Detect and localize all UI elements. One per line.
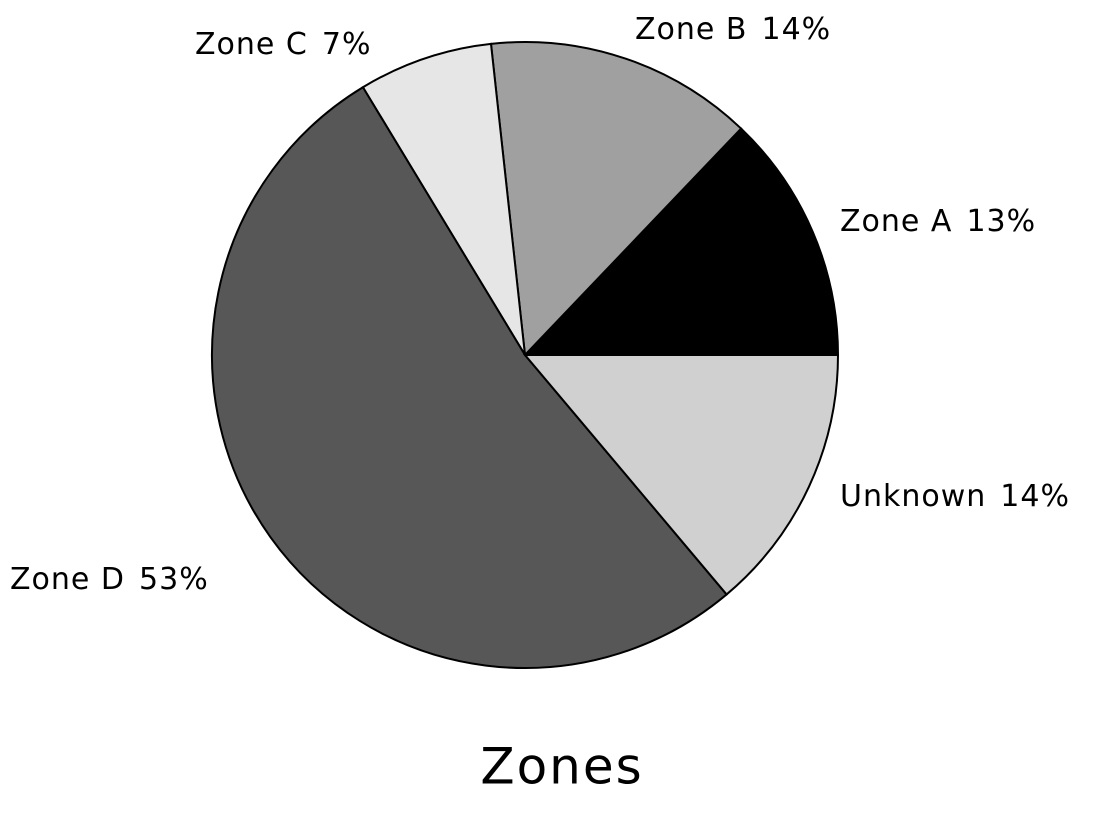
slice-value-label: 53% (139, 562, 209, 597)
slice-value-label: 13% (966, 204, 1036, 239)
slice-label: Zone B 14% (635, 12, 831, 47)
slice-label: Zone D 53% (10, 562, 209, 597)
slice-category: Zone C (195, 27, 308, 62)
slice-value-label: 7% (322, 27, 372, 62)
slice-category: Zone B (635, 12, 748, 47)
slice-label: Unknown 14% (840, 479, 1070, 514)
slice-label: Zone C 7% (195, 27, 371, 62)
slice-category: Zone A (840, 204, 952, 239)
slice-value-label: 14% (762, 12, 832, 47)
slice-category: Unknown (840, 479, 986, 514)
chart-title: Zones (480, 738, 643, 796)
slice-category: Zone D (10, 562, 125, 597)
slice-value-label: 14% (1000, 479, 1070, 514)
pie-slice (489, 41, 743, 358)
pie-slice (522, 354, 840, 596)
pie-slice (211, 85, 729, 669)
slice-label: Zone A 13% (840, 204, 1036, 239)
pie-slice (522, 127, 840, 356)
pie-slice (361, 42, 526, 356)
